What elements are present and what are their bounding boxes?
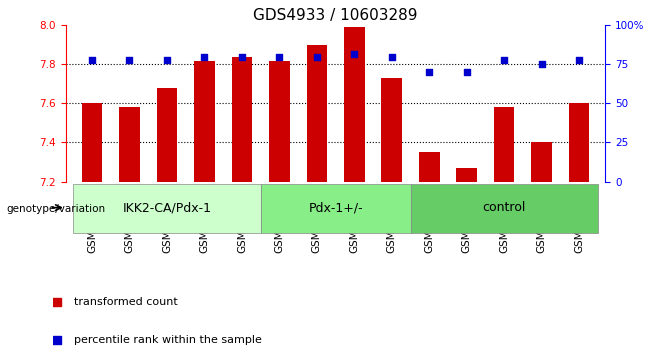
Bar [269,61,290,182]
Bar [344,27,365,182]
Point [386,54,397,60]
Point [461,69,472,75]
Bar [307,45,327,182]
Bar [232,57,252,182]
Text: percentile rank within the sample: percentile rank within the sample [74,335,263,345]
Bar [157,88,177,182]
Point [162,57,172,63]
Point [349,50,359,56]
Text: IKK2-CA/Pdx-1: IKK2-CA/Pdx-1 [122,201,211,214]
Bar [411,184,598,233]
Point [51,338,62,343]
Point [124,57,135,63]
Title: GDS4933 / 10603289: GDS4933 / 10603289 [253,8,418,23]
Bar [382,78,402,182]
Text: genotype/variation: genotype/variation [7,204,106,214]
Point [312,54,322,60]
Bar [532,142,552,182]
Point [87,57,97,63]
Bar [119,107,139,182]
Point [199,54,210,60]
Bar [569,103,590,182]
Bar [73,184,261,233]
Bar [261,184,411,233]
Text: control: control [482,201,526,214]
Point [51,299,62,305]
Bar [457,168,477,182]
Point [499,57,509,63]
Point [574,57,584,63]
Point [274,54,285,60]
Bar [419,152,440,182]
Point [424,69,434,75]
Bar [194,61,215,182]
Point [536,62,547,68]
Text: Pdx-1+/-: Pdx-1+/- [308,201,363,214]
Point [237,54,247,60]
Text: transformed count: transformed count [74,297,178,307]
Bar [494,107,515,182]
Bar [82,103,103,182]
